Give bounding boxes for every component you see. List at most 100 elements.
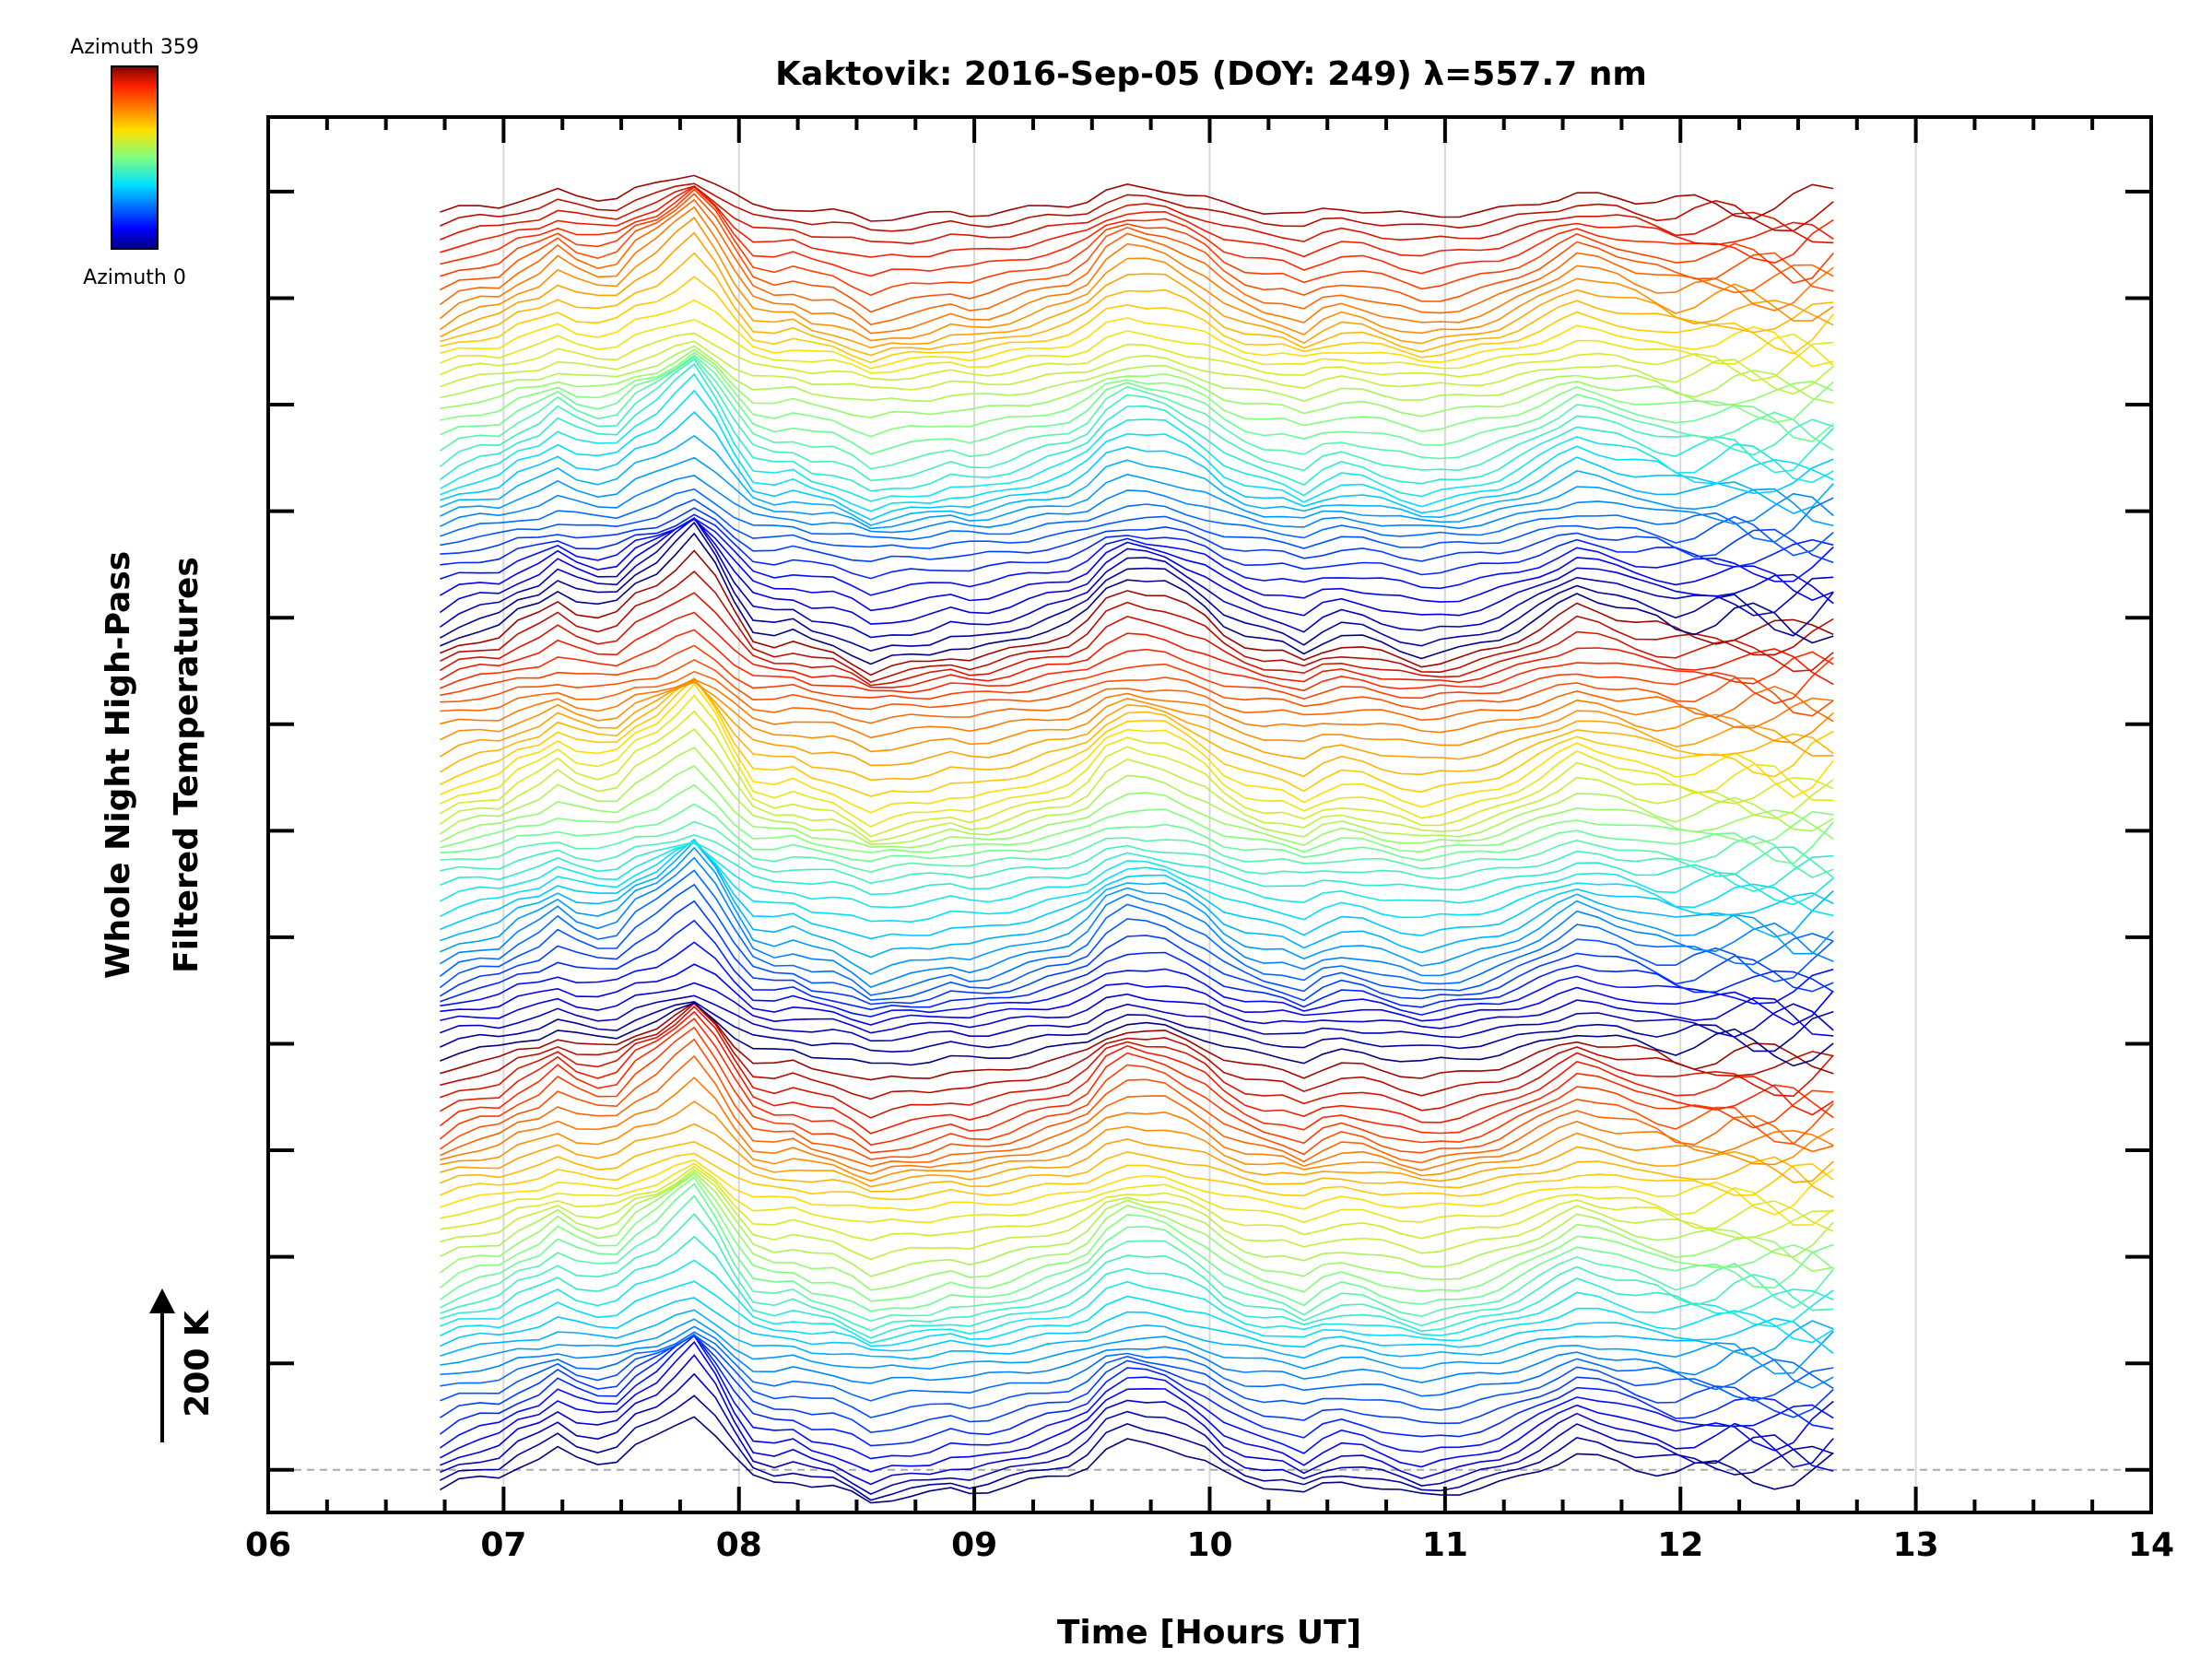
- series-line: [440, 1077, 1834, 1175]
- series-line: [440, 340, 1834, 395]
- series-line: [440, 571, 1834, 683]
- series-line: [440, 840, 1834, 924]
- series-line: [439, 1416, 1834, 1504]
- series-line: [440, 1331, 1834, 1402]
- series-line: [439, 856, 1834, 988]
- series-line: [440, 185, 1834, 245]
- x-tick-label: 14: [2128, 1526, 2174, 1564]
- series-line: [439, 517, 1834, 625]
- series-line: [440, 549, 1834, 677]
- series-line: [440, 252, 1834, 357]
- series-line: [440, 681, 1834, 753]
- series-line: [440, 1159, 1834, 1216]
- series-line: [440, 1002, 1834, 1100]
- series-line: [440, 1141, 1834, 1198]
- series-line: [439, 883, 1834, 1001]
- series-line: [440, 1372, 1834, 1495]
- series-line: [440, 1171, 1834, 1277]
- series-line: [440, 846, 1834, 975]
- x-tick-label: 11: [1422, 1526, 1468, 1564]
- x-tick-label: 12: [1657, 1526, 1703, 1564]
- series-line: [439, 1182, 1834, 1312]
- series-line: [440, 783, 1834, 853]
- x-tick-label: 08: [716, 1526, 762, 1564]
- x-tick-label: 06: [245, 1526, 291, 1564]
- series-line: [440, 1325, 1834, 1389]
- series-line: [439, 869, 1834, 996]
- series-line: [440, 1054, 1834, 1168]
- scale-bar-label: 200 K: [179, 1310, 217, 1418]
- y-ticks: [268, 189, 2151, 1472]
- colorbar-gradient: [111, 65, 159, 250]
- series-line: [440, 507, 1834, 564]
- series-line: [440, 1280, 1834, 1347]
- series-line: [440, 1259, 1834, 1345]
- series-line: [440, 475, 1834, 534]
- series-line: [439, 728, 1834, 843]
- series-line: [440, 1297, 1834, 1355]
- series-line: [440, 276, 1834, 364]
- series-line: [440, 1162, 1834, 1226]
- series-line: [440, 1213, 1834, 1332]
- series-line: [440, 351, 1834, 438]
- series-line: [440, 941, 1834, 1018]
- series-line: [440, 765, 1834, 849]
- series-line: [439, 517, 1834, 639]
- series-line: [440, 1394, 1834, 1501]
- x-tick-label: 13: [1893, 1526, 1939, 1564]
- series-line: [440, 354, 1834, 455]
- series-line: [440, 348, 1834, 418]
- series-line: [440, 1000, 1834, 1053]
- series-line: [439, 1333, 1834, 1447]
- series-line: [439, 746, 1834, 845]
- series-line: [439, 198, 1834, 325]
- series-line: [440, 434, 1834, 526]
- series-line: [439, 362, 1834, 492]
- series-line: [440, 963, 1834, 1026]
- series-line: [440, 842, 1834, 909]
- series-line: [439, 592, 1834, 687]
- series-line: [439, 1038, 1834, 1160]
- series-line: [440, 1194, 1834, 1323]
- series-line: [440, 1123, 1834, 1188]
- series-line: [440, 994, 1834, 1042]
- gridlines: [502, 117, 1917, 1512]
- x-tick-labels: 06 07 08 09 10 11 12 13 14: [245, 1526, 2174, 1564]
- series-line: [440, 1165, 1834, 1241]
- series-line: [440, 982, 1834, 1037]
- series-line: [440, 188, 1834, 297]
- series-line: [439, 206, 1834, 335]
- series-line: [440, 1010, 1834, 1135]
- series-line: [440, 670, 1834, 724]
- series-line: [440, 1318, 1834, 1375]
- series-line: [440, 1100, 1834, 1182]
- series-line: [440, 389, 1834, 512]
- series-line: [440, 919, 1834, 1011]
- series-line: [439, 1173, 1834, 1291]
- series-line: [440, 513, 1834, 580]
- series-line: [440, 611, 1834, 688]
- series-line: [440, 332, 1834, 382]
- series-line: [440, 318, 1834, 374]
- data-series: [439, 174, 1834, 1504]
- series-line: [440, 1340, 1834, 1473]
- series-line: [440, 488, 1834, 544]
- series-line: [439, 356, 1834, 470]
- x-axis-title: Time [Hours UT]: [1057, 1614, 1361, 1652]
- series-line: [440, 678, 1834, 739]
- x-tick-label: 07: [480, 1526, 526, 1564]
- series-line: [440, 521, 1834, 653]
- series-line: [440, 629, 1834, 694]
- scale-bar: 200 K: [149, 1288, 217, 1442]
- y-axis-title-line2: Filtered Temperatures: [168, 557, 206, 973]
- series-line: [440, 372, 1834, 502]
- series-line: [439, 1026, 1834, 1154]
- series-line: [440, 694, 1834, 828]
- series-line: [440, 1006, 1834, 1119]
- series-line: [439, 900, 1834, 1006]
- x-tick-label: 09: [951, 1526, 997, 1564]
- series-line: [440, 345, 1834, 404]
- series-line: [440, 820, 1834, 878]
- series-line: [440, 838, 1834, 940]
